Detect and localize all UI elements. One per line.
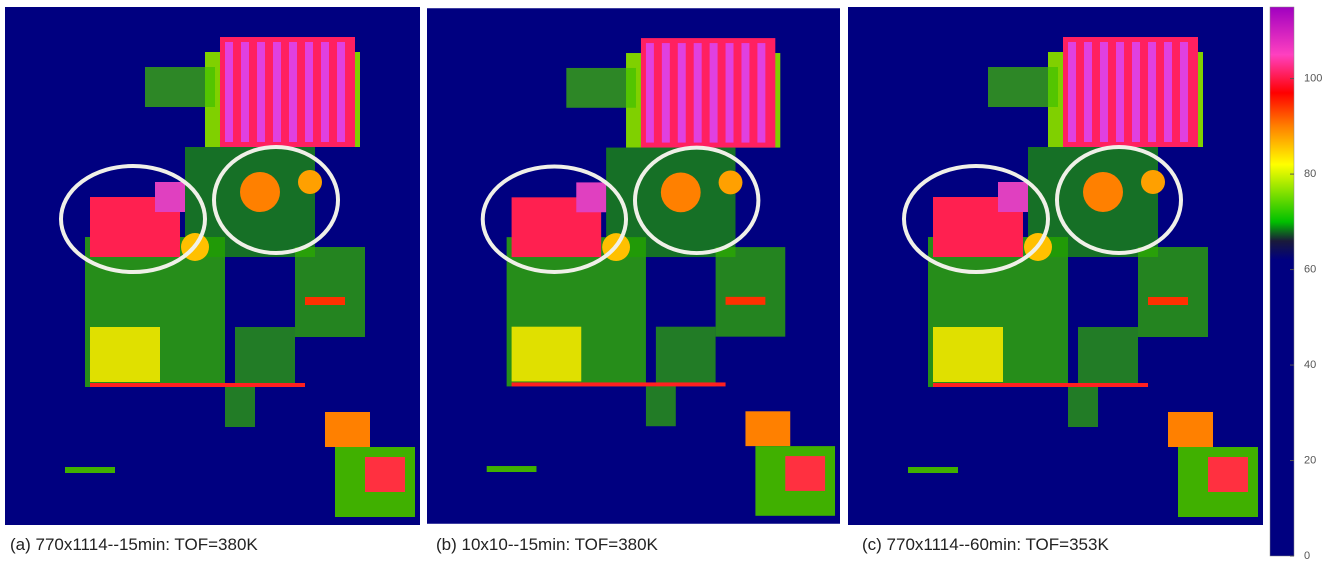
tick-label: 100 [1304,73,1322,85]
tick-label: 80 [1304,168,1316,180]
caption: (a) 770x1114--15min: TOF=380K [10,535,258,554]
tick-label: 60 [1304,263,1316,275]
colorbar [1270,7,1294,556]
caption: (c) 770x1114--60min: TOF=353K [862,535,1109,554]
tick-label: 40 [1304,359,1316,371]
figure: (a) 770x1114--15min: TOF=380K (b) 10x10-… [0,0,1337,561]
caption: (b) 10x10--15min: TOF=380K [436,535,659,554]
heatmap-a [5,7,420,525]
heatmap-c [848,7,1263,525]
heatmap-b [427,8,840,524]
tick-label: 20 [1304,454,1316,466]
tick-label: 0 [1304,550,1310,561]
